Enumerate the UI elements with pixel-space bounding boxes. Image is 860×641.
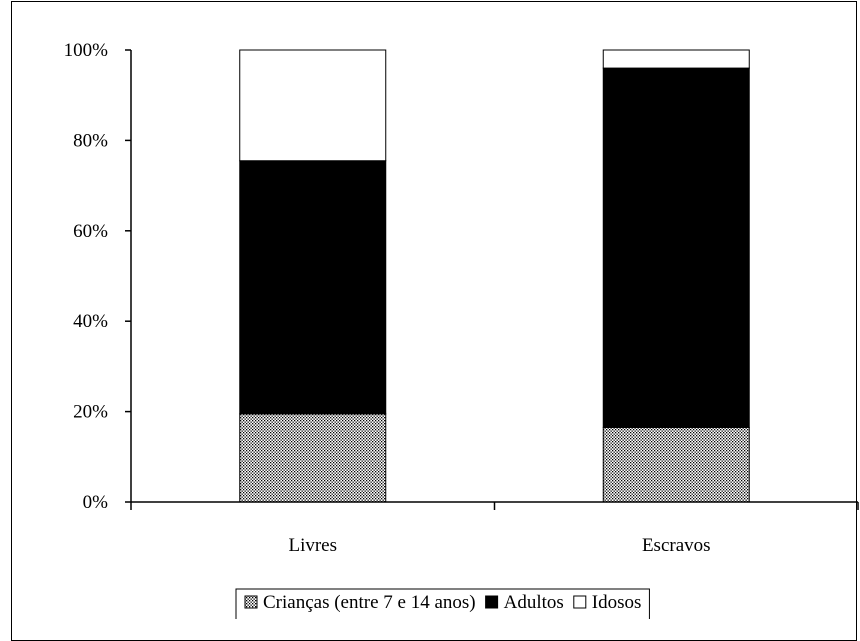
y-tick-label: 60% (73, 221, 108, 242)
legend-label: Adultos (504, 592, 564, 613)
y-tick-label: 40% (73, 311, 108, 332)
legend-swatch (485, 595, 499, 609)
x-category-label: Livres (288, 535, 337, 556)
bar-segment (602, 426, 750, 503)
legend-swatch (573, 595, 587, 609)
bar-segment (239, 49, 387, 162)
y-ticks: 0% 20% 40% 60% 80% 100% (64, 40, 131, 513)
legend: Crianças (entre 7 e 14 anos) Adultos Idoso… (235, 588, 650, 619)
y-tick-label: 0% (83, 492, 109, 513)
bar-segment (602, 49, 750, 69)
bar-segment (239, 160, 387, 415)
x-category-label: Escravos (642, 535, 711, 556)
legend-swatch (244, 595, 258, 609)
bar-segment (602, 67, 750, 428)
y-tick-label: 80% (73, 130, 108, 151)
legend-label: Idosos (592, 592, 642, 613)
legend-label: Crianças (entre 7 e 14 anos) (263, 592, 476, 613)
x-ticks: Livres Escravos (130, 502, 859, 556)
bar-segment (239, 413, 387, 503)
y-tick-label: 20% (73, 402, 108, 423)
chart: 0% 20% 40% 60% 80% 100% Livres Escravos Crianç… (64, 40, 859, 619)
y-tick-label: 100% (64, 40, 109, 61)
bars (239, 49, 750, 503)
